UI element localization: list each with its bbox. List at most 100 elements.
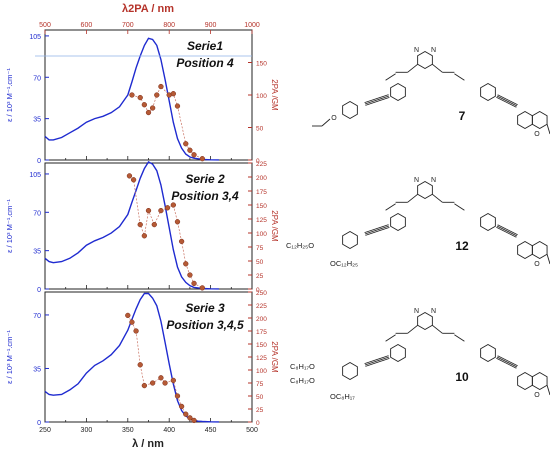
- x-top-tick-label: 900: [205, 22, 217, 29]
- tpa-point: [170, 202, 176, 208]
- tpa-point: [183, 411, 189, 417]
- x-top-tick-label: 800: [163, 22, 175, 29]
- panel-title: Serie1: [187, 39, 223, 53]
- tpa-point: [170, 91, 176, 97]
- y2-tick-label: 225: [256, 161, 267, 168]
- tpa-point: [133, 328, 139, 334]
- y-tick-label: 70: [33, 313, 41, 320]
- tpa-point: [178, 403, 185, 410]
- molecule-label: 7: [459, 109, 466, 123]
- y2-tick-label: 150: [256, 203, 267, 210]
- molecule-10: NNOO10C₈H₁₇OC₈H₁₇OOC₈H₁₇: [290, 308, 550, 401]
- tpa-point: [174, 219, 181, 225]
- molecule-label: 10: [455, 370, 469, 384]
- tpa-point: [137, 94, 143, 101]
- tpa-point: [199, 156, 205, 162]
- y-tick-label: 70: [33, 210, 41, 217]
- tpa-point: [145, 109, 152, 116]
- tpa-point: [162, 380, 168, 386]
- y2-tick-label: 0: [256, 287, 260, 294]
- molecule-label: 12: [455, 239, 469, 253]
- tpa-point: [126, 173, 133, 179]
- tpa-point: [137, 221, 143, 228]
- x-top-tick-label: 700: [122, 22, 134, 29]
- tpa-point: [187, 415, 193, 421]
- chart-panels: 0 35 70 105 0 50 100 150 ε / 10³ M⁻¹.cm⁻¹ 2PA /GM…: [5, 22, 279, 434]
- tpa-point: [129, 92, 135, 98]
- panel-bottom: 0 35 70 0 25 50 75 100 125 150 175 200 225 250 ε / 10³…: [5, 290, 279, 434]
- y2-tick-label: 0: [256, 158, 260, 165]
- tpa-point: [141, 233, 148, 239]
- tpa-point: [158, 207, 164, 214]
- tpa-point: [141, 102, 148, 108]
- substituent-c8h17o-a: C₈H₁₇O: [290, 362, 315, 371]
- y2-tick-label: 175: [256, 329, 267, 336]
- y2-tick-label: 150: [256, 61, 267, 68]
- tpa-point: [187, 272, 193, 278]
- y2-tick-label: 200: [256, 316, 267, 323]
- tpa-point: [154, 92, 160, 98]
- y2-tick-label: 100: [256, 368, 267, 375]
- y2-tick-label: 50: [256, 259, 264, 266]
- y2-tick-label: 125: [256, 217, 267, 224]
- y-tick-label: 0: [37, 158, 41, 165]
- nitrogen-atom: N: [414, 177, 419, 184]
- y2-tick-label: 25: [256, 407, 264, 414]
- tpa-point: [164, 205, 171, 211]
- substituent-oc12h25: OC₁₂H₂₅: [330, 259, 358, 268]
- molecule-structures: NNOO7ONNOO12C₁₂H₂₅OOC₁₂H₂₅NNOO10C₈H₁₇OC₈…: [286, 47, 550, 401]
- y2-tick-label: 0: [256, 420, 260, 427]
- nitrogen-atom: N: [431, 47, 436, 54]
- y2-tick-label: 125: [256, 355, 267, 362]
- tpa-point: [137, 362, 143, 368]
- y-tick-label: 35: [33, 249, 41, 256]
- y2-tick-label: 225: [256, 303, 267, 310]
- substituent-c8h17o-b: C₈H₁₇O: [290, 376, 315, 385]
- panel-subtitle: Position 3,4: [171, 189, 239, 203]
- nitrogen-atom: N: [431, 177, 436, 184]
- y2-tick-label: 200: [256, 175, 267, 182]
- tpa-point: [145, 207, 152, 214]
- y-tick-label: 35: [33, 366, 41, 373]
- tpa-point: [191, 417, 197, 424]
- x-tick-label: 300: [81, 427, 93, 434]
- ether-oxygen: O: [331, 115, 337, 122]
- substituent-oc8h17: OC₈H₁₇: [330, 392, 355, 401]
- oxygen-atom: O: [534, 131, 540, 138]
- y2-tick-label: 250: [256, 290, 267, 297]
- x-top-tick-label: 1000: [244, 22, 260, 29]
- tpa-point: [187, 147, 193, 153]
- y-tick-label: 35: [33, 117, 41, 124]
- panel-subtitle: Position 3,4,5: [166, 318, 244, 332]
- y2-tick-label: 150: [256, 342, 267, 349]
- tpa-point: [149, 380, 156, 386]
- panel-subtitle: Position 4: [176, 56, 234, 70]
- y2-tick-label: 100: [256, 231, 267, 238]
- nitrogen-atom: N: [414, 308, 419, 315]
- tpa-point: [191, 280, 197, 287]
- tpa-point: [183, 141, 189, 147]
- y-axis-title: ε / 10³ M⁻¹.cm⁻¹: [5, 199, 14, 253]
- x-top-tick-label: 600: [81, 22, 93, 29]
- y2-tick-label: 75: [256, 245, 264, 252]
- top-x-axis-title: λ2PA / nm: [122, 3, 174, 15]
- tpa-point: [174, 103, 181, 109]
- oxygen-atom: O: [534, 392, 540, 399]
- y-tick-label: 0: [37, 287, 41, 294]
- tpa-point: [151, 221, 157, 228]
- y-tick-label: 105: [29, 172, 41, 179]
- molecule-7: NNOO7O: [312, 47, 550, 138]
- x-top-tick-label: 500: [39, 22, 51, 29]
- tpa-point: [130, 177, 137, 183]
- tpa-point: [158, 83, 164, 90]
- oxygen-atom: O: [534, 261, 540, 268]
- panel-top: 0 35 70 105 0 50 100 150 ε / 10³ M⁻¹.cm⁻¹ 2PA /GM…: [5, 22, 279, 165]
- nitrogen-atom: N: [431, 308, 436, 315]
- y2-axis-title: 2PA /GM: [270, 341, 279, 373]
- y2-axis-title: 2PA /GM: [270, 79, 279, 111]
- tpa-point: [149, 105, 156, 111]
- y2-tick-label: 175: [256, 189, 267, 196]
- tpa-point: [170, 377, 176, 384]
- panel-middle: 0 35 70 105 0 25 50 75 100 125 150 175 200 225 ε / 10³…: [5, 160, 279, 294]
- nitrogen-atom: N: [414, 47, 419, 54]
